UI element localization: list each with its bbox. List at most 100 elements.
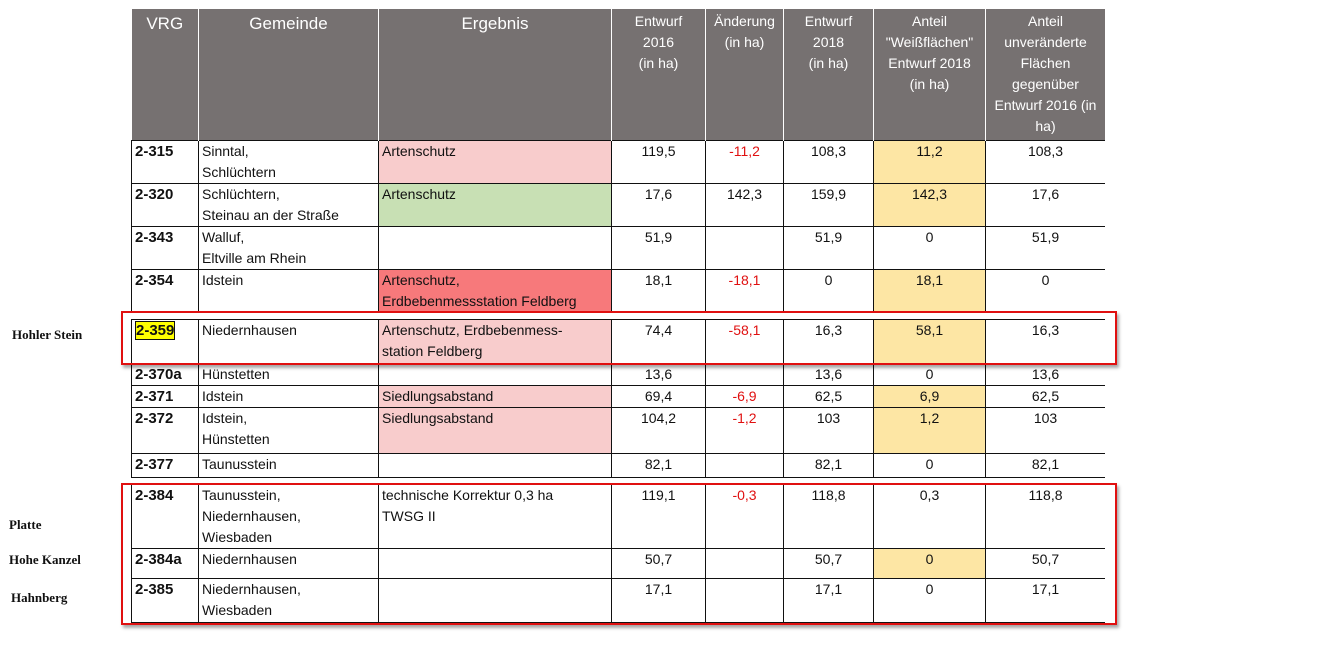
table-row: 2-384 Taunusstein, Niedernhausen, Wiesbade… (131, 483, 1105, 549)
table-row: 2-354 Idstein Artenschutz, Erdbebenmessst… (131, 268, 1105, 313)
entwurf-2018-cell: 0 (783, 268, 874, 313)
header-line: (in ha) (638, 55, 679, 71)
entwurf-2016-cell: 69,4 (611, 384, 706, 408)
aenderung-cell: -11,2 (705, 139, 784, 184)
weissflaechen-cell: 0 (873, 577, 986, 623)
annotation-box-platte-group (121, 483, 1117, 625)
gemeinde-line: Sinntal, (202, 142, 249, 159)
vrg-cell: 2-354 (131, 268, 199, 313)
header-row: VRG Gemeinde Ergebnis Entwurf 2016 (in h… (131, 9, 1105, 140)
header-line: Entwurf (634, 13, 683, 29)
gemeinde-cell: Idstein (198, 384, 379, 408)
entwurf-2018-cell: 50,7 (783, 547, 874, 579)
unveraendert-cell: 103 (985, 406, 1105, 454)
table-row: 2-385 Niedernhausen, Wiesbaden 17,1 17,1 … (131, 577, 1105, 623)
vrg-cell: 2-320 (131, 182, 199, 227)
entwurf-2016-cell: 18,1 (611, 268, 706, 313)
header-line: Entwurf (804, 13, 853, 29)
weissflaechen-cell: 6,9 (873, 384, 986, 408)
weissflaechen-cell: 0,3 (873, 483, 986, 549)
entwurf-2018-cell: 51,9 (783, 225, 874, 270)
vrg-cell: 2-385 (131, 577, 199, 623)
aenderung-cell: -1,2 (705, 406, 784, 454)
aenderung-cell (705, 452, 784, 478)
unveraendert-cell: 17,1 (985, 577, 1105, 623)
aenderung-cell: -18,1 (705, 268, 784, 313)
vrg-cell: 2-343 (131, 225, 199, 270)
unveraendert-cell: 13,6 (985, 362, 1105, 386)
weissflaechen-cell: 18,1 (873, 268, 986, 313)
header-line: 2016 (642, 34, 675, 50)
aenderung-cell (705, 225, 784, 270)
ergebnis-line: Artenschutz (382, 142, 456, 159)
gemeinde-cell: Niedernhausen, Wiesbaden (198, 577, 379, 623)
entwurf-2018-cell: 16,3 (783, 318, 874, 364)
gemeinde-line: Idstein, (202, 409, 248, 426)
header-entwurf-2016: Entwurf 2016 (in ha) (611, 9, 706, 140)
weissflaechen-cell: 0 (873, 452, 986, 478)
ergebnis-cell: Siedlungsabstand (378, 406, 612, 454)
vrg-cell: 2-384a (131, 547, 199, 579)
unveraendert-cell: 17,6 (985, 182, 1105, 227)
header-entwurf-2018: Entwurf 2018 (in ha) (783, 9, 874, 140)
ergebnis-cell: technische Korrektur 0,3 ha TWSG II (378, 483, 612, 549)
aenderung-cell: 142,3 (705, 182, 784, 227)
vrg-cell: 2-377 (131, 452, 199, 478)
ergebnis-cell: Siedlungsabstand (378, 384, 612, 408)
entwurf-2018-cell: 17,1 (783, 577, 874, 623)
vrg-cell: 2-315 (131, 139, 199, 184)
header-line: 2018 (812, 34, 845, 50)
ergebnis-line: station Feldberg (382, 342, 483, 359)
highlighted-vrg: 2-359 (135, 320, 176, 340)
gemeinde-line: Wiesbaden (202, 528, 273, 545)
aenderung-cell: -6,9 (705, 384, 784, 408)
weissflaechen-cell: 142,3 (873, 182, 986, 227)
header-line: ha) (1035, 118, 1056, 134)
ergebnis-line: Siedlungsabstand (382, 409, 494, 426)
entwurf-2018-cell: 62,5 (783, 384, 874, 408)
header-line: (in ha) (909, 76, 950, 92)
gemeinde-cell: Taunusstein (198, 452, 379, 478)
header-line: unveränderte (1004, 34, 1087, 50)
aenderung-cell (705, 577, 784, 623)
table-row: 2-370a Hünstetten 13,6 13,6 0 13,6 (131, 362, 1105, 386)
gemeinde-line: Wiesbaden (202, 601, 273, 618)
ergebnis-cell (378, 452, 612, 478)
gemeinde-line: Eltville am Rhein (202, 249, 307, 266)
vrg-cell: 2-370a (131, 362, 199, 386)
entwurf-2016-cell: 74,4 (611, 318, 706, 364)
header-line: Entwurf 2016 (in (994, 97, 1097, 113)
table-row: 2-371 Idstein Siedlungsabstand 69,4 -6,9… (131, 384, 1105, 408)
unveraendert-cell: 82,1 (985, 452, 1105, 478)
table-row: 2-377 Taunusstein 82,1 82,1 0 82,1 (131, 452, 1105, 478)
vrg-table: VRG Gemeinde Ergebnis Entwurf 2016 (in h… (131, 9, 1105, 623)
vrg-cell: 2-371 (131, 384, 199, 408)
weissflaechen-cell: 58,1 (873, 318, 986, 364)
header-line: Entwurf 2018 (888, 55, 971, 71)
ergebnis-cell (378, 577, 612, 623)
gemeinde-line: Hünstetten (202, 430, 270, 447)
entwurf-2018-cell: 103 (783, 406, 874, 454)
header-line: gegenüber (1012, 76, 1079, 92)
entwurf-2018-cell: 159,9 (783, 182, 874, 227)
weissflaechen-cell: 11,2 (873, 139, 986, 184)
entwurf-2018-cell: 82,1 (783, 452, 874, 478)
header-line: (in ha) (808, 55, 849, 71)
ergebnis-line: TWSG II (382, 507, 436, 524)
header-line: Anteil (1027, 13, 1064, 29)
gemeinde-line: Niedernhausen, (202, 507, 301, 524)
gemeinde-cell: Idstein (198, 268, 379, 313)
unveraendert-cell: 16,3 (985, 318, 1105, 364)
header-line: (in ha) (724, 34, 765, 50)
header-weissflaechen: Anteil "Weißflächen" Entwurf 2018 (in ha… (873, 9, 986, 140)
header-line: Änderung (714, 13, 775, 29)
ergebnis-cell (378, 362, 612, 386)
entwurf-2016-cell: 82,1 (611, 452, 706, 478)
vrg-cell: 2-372 (131, 406, 199, 454)
ergebnis-line: Artenschutz, Erdbebenmess- (382, 321, 563, 338)
gemeinde-cell: Idstein, Hünstetten (198, 406, 379, 454)
ergebnis-cell: Artenschutz (378, 182, 612, 227)
ergebnis-line: Artenschutz (382, 185, 456, 202)
vrg-cell: 2-359 (131, 318, 199, 364)
ergebnis-cell: Artenschutz, Erdbebenmessstation Feldberg (378, 268, 612, 313)
